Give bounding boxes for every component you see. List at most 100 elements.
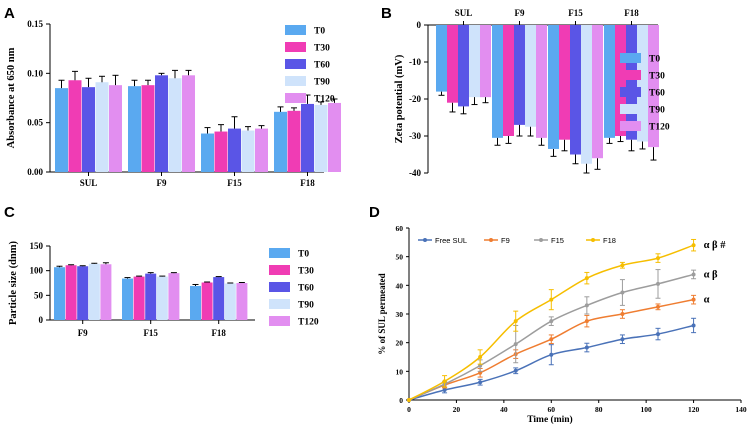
y-tick-label: 0.10 [27, 68, 43, 78]
y-tick-label: 20 [396, 339, 404, 348]
bar-t30-f9 [65, 265, 77, 320]
legend-swatch-t120 [620, 121, 641, 131]
significance-label-f15: α β [704, 269, 718, 280]
bar-t60-f9 [77, 266, 89, 320]
bar-t30-f18 [615, 25, 626, 136]
data-point-f15 [620, 290, 625, 295]
legend-swatch-t90 [269, 299, 290, 309]
legend-label-t0: T0 [649, 55, 660, 65]
data-point-f18 [656, 256, 660, 261]
panel-d: D % of SUL permeated Time (min) 0 10 20 30 40 50… [369, 204, 747, 425]
bar-t90-f15 [241, 130, 255, 172]
bar-t120-f9 [536, 25, 547, 138]
y-tick-label: 0 [417, 20, 422, 30]
legend-label-t30: T30 [298, 267, 314, 277]
x-tick-label: 40 [500, 405, 508, 414]
x-tick-label: 100 [641, 405, 653, 414]
y-tick-label: -10 [409, 57, 421, 67]
bar-t120-f15 [592, 25, 603, 159]
bar-t90-f18 [314, 104, 328, 172]
x-tick-label: F9 [78, 328, 88, 338]
x-tick-label: 120 [688, 405, 700, 414]
bar-t120-f9 [182, 75, 195, 172]
bar-t120-f18 [648, 25, 659, 148]
data-point-f15 [584, 303, 589, 308]
x-tick-label: 80 [595, 405, 603, 414]
bar-t120-f15 [168, 273, 180, 320]
bar-t90-sul [95, 82, 109, 172]
bar-t30-f9 [503, 25, 514, 136]
bar-t120-f15 [255, 128, 268, 172]
y-axis-label: % of SUL permeated [377, 273, 387, 354]
bar-t120-f18 [236, 283, 248, 320]
data-point-f9 [549, 337, 554, 342]
legend-label-t60: T60 [649, 89, 665, 99]
legend-swatch-t30 [285, 42, 306, 52]
x-tick-label: 60 [548, 405, 556, 414]
legend-label-t90: T90 [649, 106, 665, 116]
legend-marker-f18 [591, 238, 595, 242]
bar-t0-f18 [604, 25, 615, 138]
bar-t30-sul [447, 25, 458, 103]
bar-t0-f15 [122, 278, 133, 320]
bar-t60-f15 [228, 128, 241, 172]
bar-t90-sul [469, 25, 480, 98]
panel-letter: D [369, 204, 380, 221]
legend-label-f18: F18 [603, 236, 616, 245]
data-point-free-sul [620, 337, 625, 342]
bar-t60-f9 [514, 25, 525, 125]
data-point-free-sul [656, 332, 660, 337]
y-tick-label: 150 [30, 241, 44, 251]
y-axis-label: Absorbance at 650 nm [6, 47, 17, 148]
bar-t0-sul [55, 88, 68, 172]
bar-t60-sul [82, 87, 95, 172]
y-tick-label: 0.05 [27, 118, 43, 128]
legend-swatch-t90 [620, 104, 641, 114]
bar-t30-f18 [287, 110, 301, 172]
legend-label-t90: T90 [314, 78, 330, 88]
bar-t90-f18 [637, 25, 648, 142]
panel-b: B Zeta potential (mV) 0 -10 -20 -30 -40 SUL F9 F1… [381, 5, 670, 178]
legend-swatch-t120 [269, 316, 290, 326]
y-tick-label: 50 [34, 290, 44, 300]
y-tick-label: -40 [409, 168, 421, 178]
y-tick-label: 10 [396, 367, 404, 376]
legend-label-t30: T30 [649, 72, 665, 82]
data-point-f18 [584, 276, 589, 281]
x-tick-label: F18 [300, 178, 315, 188]
y-tick-label: 0.00 [27, 167, 43, 177]
y-axis-label: Zeta potential (mV) [394, 54, 405, 143]
data-point-f9 [620, 312, 625, 316]
data-point-f15 [549, 319, 554, 324]
bar-t90-f9 [525, 25, 536, 127]
legend-swatch-t30 [620, 70, 641, 80]
legend-label-free-sul: Free SUL [435, 236, 467, 245]
y-tick-label: 0 [399, 396, 403, 405]
bar-t120-f18 [328, 102, 341, 172]
legend-label-t0: T0 [314, 27, 325, 37]
bar-t0-f9 [492, 25, 503, 138]
data-point-free-sul [691, 323, 696, 328]
panel-c: C Particle size (dnm) 0 50 100 150 F9 F15 F18 T0 T… [4, 204, 319, 338]
bar-t120-f9 [100, 264, 112, 320]
legend-label-t0: T0 [298, 250, 309, 260]
legend-label-f9: F9 [501, 236, 510, 245]
y-tick-label: 0 [39, 315, 44, 325]
bar-t30-f15 [214, 131, 228, 172]
x-tick-label: SUL [455, 8, 473, 18]
bar-t60-sul [458, 25, 469, 107]
legend-marker-f15 [539, 238, 543, 242]
data-point-free-sul [584, 345, 589, 350]
bar-t120-sul [480, 25, 491, 98]
bar-t60-f9 [155, 75, 168, 172]
data-point-f18 [478, 355, 483, 359]
bar-t30-f15 [559, 25, 570, 140]
legend-swatch-t60 [285, 59, 306, 69]
bar-t90-f9 [88, 263, 100, 320]
bar-t60-f18 [301, 103, 314, 172]
bar-t60-f18 [213, 277, 225, 320]
significance-label-f9: α [704, 295, 710, 306]
legend-swatch-t0 [285, 25, 306, 35]
bar-t0-f15 [201, 133, 214, 172]
bar-t60-f18 [626, 25, 637, 140]
